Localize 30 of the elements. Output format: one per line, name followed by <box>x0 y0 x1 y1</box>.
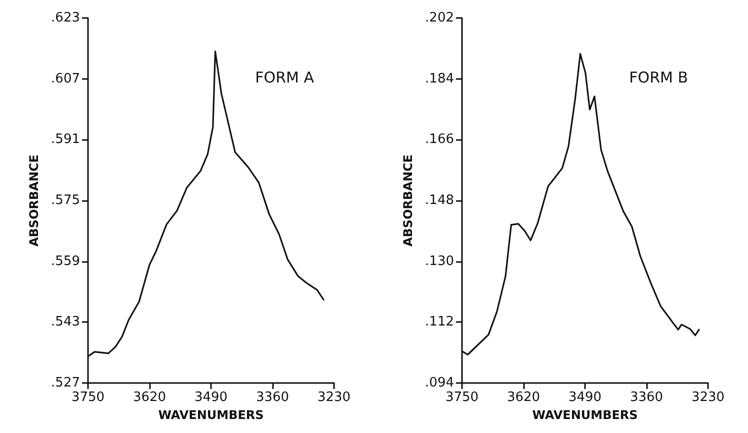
y-tick-label: .591 <box>51 132 80 148</box>
y-tick-label: .184 <box>425 71 454 86</box>
x-tick-label: 3230 <box>317 390 351 405</box>
x-tick-label: 3230 <box>691 390 725 405</box>
x-axis-title: WAVENUMBERS <box>158 408 264 422</box>
x-tick-label: 3490 <box>568 390 602 405</box>
y-axis-title: ABSORBANCE <box>401 154 415 246</box>
y-tick-label: .575 <box>51 193 80 208</box>
x-axis-title: WAVENUMBERS <box>532 408 638 422</box>
x-tick-label: 3490 <box>194 390 228 405</box>
x-tick-label: 3360 <box>256 390 290 405</box>
y-tick-label: .094 <box>425 376 454 390</box>
y-tick-label: .202 <box>425 10 454 26</box>
y-tick-label: .148 <box>425 193 454 208</box>
x-tick-label: 3360 <box>630 390 664 405</box>
y-tick-label: .166 <box>425 132 454 148</box>
y-tick-label: .607 <box>51 71 80 86</box>
y-axis-title: ABSORBANCE <box>27 154 41 246</box>
y-tick-label: .112 <box>425 314 454 330</box>
x-tick-label: 3750 <box>445 390 479 405</box>
x-tick-label: 3620 <box>132 390 166 405</box>
x-tick-label: 3620 <box>506 390 540 405</box>
y-tick-label: .527 <box>51 376 80 390</box>
annotation: FORM B <box>629 68 688 86</box>
x-tick-label: 3750 <box>71 390 105 405</box>
y-tick-label: .623 <box>51 10 80 26</box>
y-tick-label: .559 <box>51 254 80 269</box>
annotation: FORM A <box>255 68 315 86</box>
y-tick-label: .130 <box>425 254 454 269</box>
y-tick-label: .543 <box>51 314 80 330</box>
